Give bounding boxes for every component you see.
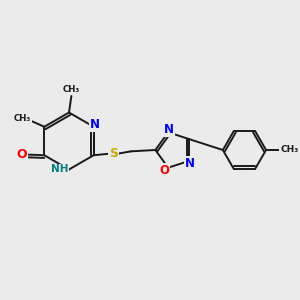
Text: O: O	[17, 148, 27, 161]
Text: S: S	[109, 147, 118, 160]
Text: NH: NH	[51, 164, 69, 175]
Text: N: N	[164, 123, 174, 136]
Text: CH₃: CH₃	[280, 146, 298, 154]
Text: N: N	[90, 118, 100, 131]
Text: CH₃: CH₃	[14, 114, 31, 123]
Text: CH₃: CH₃	[63, 85, 80, 94]
Text: O: O	[159, 164, 169, 177]
Text: N: N	[185, 157, 195, 170]
